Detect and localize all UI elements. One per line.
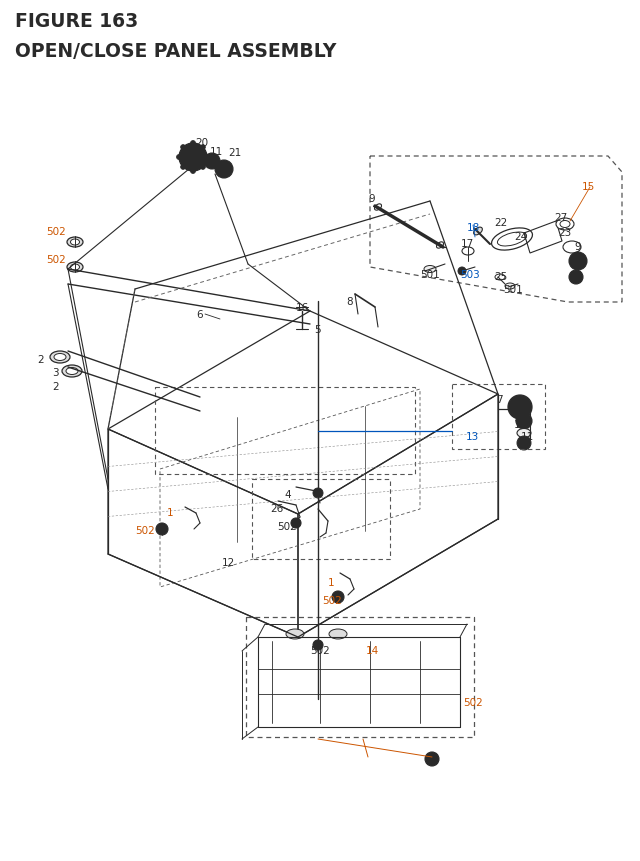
Text: 13: 13 bbox=[466, 431, 479, 442]
Circle shape bbox=[569, 253, 587, 270]
Circle shape bbox=[332, 592, 344, 604]
Text: 20: 20 bbox=[195, 138, 208, 148]
Circle shape bbox=[517, 437, 531, 450]
Circle shape bbox=[215, 161, 233, 179]
Ellipse shape bbox=[424, 266, 436, 273]
Text: 502: 502 bbox=[277, 522, 297, 531]
Circle shape bbox=[191, 141, 195, 146]
Circle shape bbox=[458, 268, 466, 276]
Circle shape bbox=[177, 155, 182, 160]
Ellipse shape bbox=[374, 205, 381, 211]
Text: 1: 1 bbox=[328, 578, 335, 587]
Circle shape bbox=[156, 523, 168, 536]
Ellipse shape bbox=[67, 238, 83, 248]
Text: 8: 8 bbox=[346, 297, 353, 307]
Text: 9: 9 bbox=[574, 242, 580, 251]
Ellipse shape bbox=[563, 242, 581, 254]
Text: 12: 12 bbox=[222, 557, 236, 567]
Text: 2: 2 bbox=[37, 355, 44, 364]
Ellipse shape bbox=[50, 351, 70, 363]
Text: 502: 502 bbox=[46, 255, 66, 264]
Ellipse shape bbox=[66, 368, 78, 375]
Ellipse shape bbox=[497, 232, 527, 247]
Circle shape bbox=[185, 150, 201, 166]
Circle shape bbox=[428, 755, 436, 763]
Text: 10: 10 bbox=[512, 406, 525, 417]
Text: 3: 3 bbox=[52, 368, 59, 378]
Circle shape bbox=[180, 165, 186, 170]
Ellipse shape bbox=[495, 275, 505, 281]
Text: 24: 24 bbox=[514, 232, 527, 242]
Circle shape bbox=[513, 400, 527, 414]
Ellipse shape bbox=[54, 354, 66, 361]
Text: 22: 22 bbox=[494, 218, 508, 228]
Circle shape bbox=[219, 164, 229, 175]
Ellipse shape bbox=[556, 219, 574, 231]
Ellipse shape bbox=[492, 229, 532, 251]
Text: 501: 501 bbox=[503, 285, 523, 294]
Text: 11: 11 bbox=[210, 147, 223, 157]
Text: 14: 14 bbox=[366, 645, 380, 655]
Circle shape bbox=[313, 488, 323, 499]
Ellipse shape bbox=[286, 629, 304, 639]
Text: OPEN/CLOSE PANEL ASSEMBLY: OPEN/CLOSE PANEL ASSEMBLY bbox=[15, 42, 337, 61]
Text: 1: 1 bbox=[167, 507, 173, 517]
Ellipse shape bbox=[329, 629, 347, 639]
Ellipse shape bbox=[474, 228, 483, 236]
Text: 19: 19 bbox=[514, 419, 527, 430]
Ellipse shape bbox=[517, 429, 531, 438]
Text: 501: 501 bbox=[420, 269, 440, 280]
Text: 4: 4 bbox=[284, 489, 291, 499]
Circle shape bbox=[180, 146, 186, 151]
Text: 21: 21 bbox=[228, 148, 241, 158]
Text: 11: 11 bbox=[571, 270, 584, 281]
Text: FIGURE 163: FIGURE 163 bbox=[15, 12, 138, 31]
Circle shape bbox=[291, 518, 301, 529]
Circle shape bbox=[179, 144, 207, 172]
Ellipse shape bbox=[462, 248, 474, 256]
Ellipse shape bbox=[560, 221, 570, 228]
Text: 27: 27 bbox=[554, 213, 567, 223]
Text: 18: 18 bbox=[467, 223, 480, 232]
Circle shape bbox=[313, 641, 323, 650]
Text: 16: 16 bbox=[296, 303, 309, 313]
Text: 502: 502 bbox=[322, 595, 342, 605]
Text: 23: 23 bbox=[558, 228, 572, 238]
Ellipse shape bbox=[62, 366, 82, 378]
Circle shape bbox=[516, 413, 532, 430]
Ellipse shape bbox=[67, 263, 83, 273]
Text: 15: 15 bbox=[582, 182, 595, 192]
Text: 9: 9 bbox=[368, 194, 374, 204]
Circle shape bbox=[425, 753, 439, 766]
Text: 502: 502 bbox=[135, 525, 155, 536]
Text: 502: 502 bbox=[46, 226, 66, 237]
Circle shape bbox=[205, 155, 209, 160]
Circle shape bbox=[569, 270, 583, 285]
Circle shape bbox=[508, 395, 532, 419]
Text: 2: 2 bbox=[52, 381, 59, 392]
Text: 17: 17 bbox=[461, 238, 474, 249]
Circle shape bbox=[208, 158, 216, 166]
Text: 7: 7 bbox=[496, 394, 502, 405]
Circle shape bbox=[191, 170, 195, 174]
Ellipse shape bbox=[505, 283, 515, 289]
Text: 11: 11 bbox=[521, 431, 534, 442]
Circle shape bbox=[520, 418, 528, 425]
Text: 5: 5 bbox=[314, 325, 321, 335]
Text: 6: 6 bbox=[196, 310, 203, 319]
Text: 502: 502 bbox=[463, 697, 483, 707]
Circle shape bbox=[200, 146, 205, 151]
Ellipse shape bbox=[70, 264, 79, 270]
Text: 502: 502 bbox=[310, 645, 330, 655]
Circle shape bbox=[573, 257, 583, 267]
Text: 26: 26 bbox=[270, 504, 284, 513]
Circle shape bbox=[200, 165, 205, 170]
Text: 503: 503 bbox=[460, 269, 480, 280]
Ellipse shape bbox=[436, 243, 444, 249]
Text: 25: 25 bbox=[494, 272, 508, 282]
Ellipse shape bbox=[70, 239, 79, 245]
Circle shape bbox=[204, 154, 220, 170]
